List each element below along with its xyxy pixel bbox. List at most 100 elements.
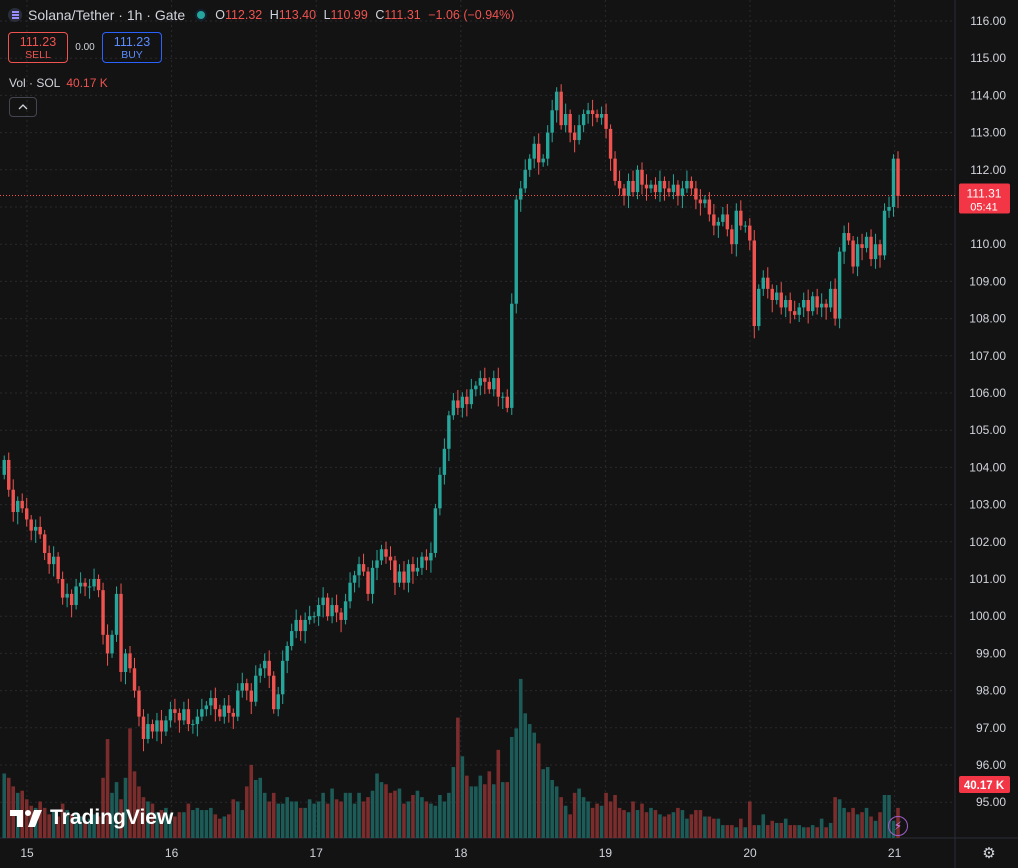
volume-bar [253,779,258,838]
candle-body [559,91,563,126]
candle-body [599,114,604,118]
candle-body [249,690,253,702]
volume-bar [698,810,703,838]
volume-bar [312,803,316,838]
volume-bar [276,803,281,838]
volume-bar [518,678,523,838]
candle-body [617,180,622,189]
candle-body [757,288,761,327]
volume-bar [855,814,860,838]
y-tick-label: 112.00 [970,163,1006,177]
candle-body [725,214,730,230]
tradingview-wordmark: TradingView [50,806,174,829]
candle-body [195,716,200,725]
volume-bar [878,812,882,838]
volume-bar [402,803,406,838]
candle-body [653,184,658,193]
volume-bar [38,801,42,838]
volume-bar [509,736,514,838]
volume-bar [294,801,298,838]
volume-bar [218,818,222,838]
volume-bar [460,756,465,838]
symbol-title[interactable]: Solana/Tether · 1h · Gate [28,7,186,23]
candle-body [424,556,429,561]
volume-bar [6,777,11,838]
collapse-legend-button[interactable] [9,97,37,117]
candle-body [586,110,590,114]
candle-body [644,184,649,189]
candle-body [60,579,65,598]
volume-bar [343,792,348,838]
candle-body [105,634,110,654]
volume-bar [69,814,74,838]
volume-bar [734,827,739,838]
volume-bar [662,816,667,838]
candle-body [483,378,487,382]
volume-bar [680,810,685,838]
candle-body [263,660,267,669]
symbol-icon[interactable] [8,8,22,22]
lightning-button[interactable]: ⚡ [888,816,908,836]
volume-bar [267,801,272,838]
candle-body [316,605,321,617]
candle-body [519,188,523,200]
market-status-dot[interactable] [195,9,208,21]
y-tick-label: 96.00 [976,758,1006,772]
candle-body [510,303,514,408]
volume-bar [828,822,833,838]
volume-bar [465,775,469,838]
volume-bar [640,803,644,838]
gear-button[interactable]: ⚙ [981,845,997,862]
volume-bar [204,810,209,838]
volume-bar [123,777,128,838]
sell-button[interactable]: 111.23 SELL [8,32,68,63]
candle-body [626,180,631,196]
volume-legend[interactable]: Vol · SOL 40.17 K [9,76,108,90]
volume-bar [182,812,186,838]
volume-bar [523,713,528,838]
candle-body [209,698,213,706]
volume-bar [451,767,456,838]
open-value: 112.32 [224,8,263,22]
volume-bar [262,792,267,838]
candle-body [236,690,240,717]
candle-body [245,683,249,691]
volume-bar [51,810,56,838]
volume-bar [676,807,680,838]
candle-body [572,132,577,141]
volume-bar [694,810,698,838]
candle-body [532,143,536,159]
candle-body [685,180,689,189]
volume-bar [716,818,721,838]
price-countdown: 05:41 [970,201,998,213]
candle-body [38,526,42,535]
volume-bar [78,816,83,838]
y-tick-label: 106.00 [969,386,1006,400]
volume-bar [132,771,137,838]
volume-bar [658,814,662,838]
tradingview-logo[interactable]: TradingView [10,806,173,830]
close-value: 111.31 [384,8,421,22]
x-tick-label: 15 [20,846,34,860]
volume-bar [271,792,276,838]
volume-bar [137,786,141,838]
volume-bar [707,816,712,838]
candle-body [164,720,168,732]
volume-bar [590,807,595,838]
volume-bar [173,816,177,838]
candle-body [878,244,882,256]
candle-body [442,448,447,475]
candle-body [792,311,797,315]
candle-body [595,114,599,118]
gear-icon: ⚙ [982,845,996,862]
candle-body [590,110,595,114]
volume-bar [155,812,159,838]
buy-button[interactable]: 111.23 BUY [102,32,162,63]
candle-body [438,474,442,509]
volume-bar [177,812,182,838]
candle-body [676,184,680,196]
candle-body [272,675,276,710]
candle-body [352,575,357,583]
candle-body [766,277,770,289]
